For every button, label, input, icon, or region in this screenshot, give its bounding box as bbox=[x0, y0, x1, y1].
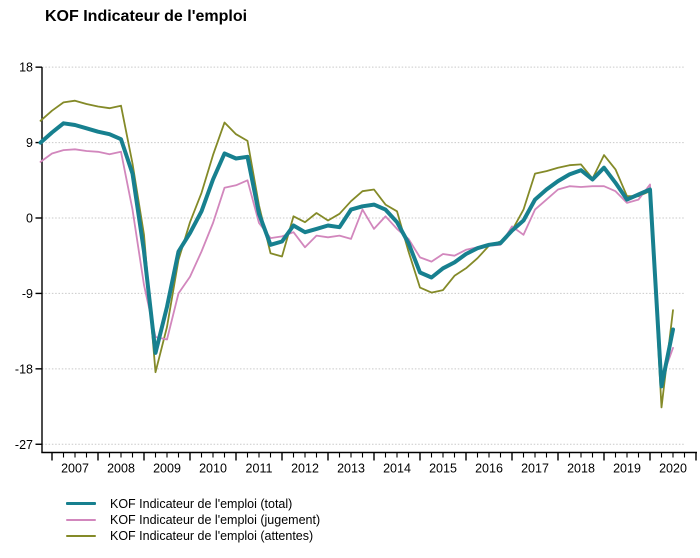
svg-text:2015: 2015 bbox=[429, 462, 457, 476]
legend-swatch-jugement bbox=[66, 518, 96, 521]
svg-text:-18: -18 bbox=[15, 362, 33, 376]
legend-label-total: KOF Indicateur de l'emploi (total) bbox=[110, 496, 293, 511]
legend-item-total: KOF Indicateur de l'emploi (total) bbox=[66, 496, 320, 511]
svg-text:2010: 2010 bbox=[199, 462, 227, 476]
svg-text:2009: 2009 bbox=[153, 462, 181, 476]
svg-text:18: 18 bbox=[19, 61, 33, 75]
legend-swatch-attentes bbox=[66, 534, 96, 537]
svg-text:2008: 2008 bbox=[107, 462, 135, 476]
svg-text:2019: 2019 bbox=[613, 462, 641, 476]
svg-text:9: 9 bbox=[26, 136, 33, 150]
svg-text:2014: 2014 bbox=[383, 462, 411, 476]
svg-text:2020: 2020 bbox=[659, 462, 687, 476]
line-chart-plot: 18 9 0 -9 -18 -27 2007 2008 2009 2010 2011 2012 2013… bbox=[15, 61, 697, 476]
legend-label-attentes: KOF Indicateur de l'emploi (attentes) bbox=[110, 528, 314, 543]
svg-text:2012: 2012 bbox=[291, 462, 319, 476]
series-line-1 bbox=[39, 148, 674, 381]
legend-item-jugement: KOF Indicateur de l'emploi (jugement) bbox=[66, 512, 321, 527]
legend-swatch-total bbox=[66, 501, 96, 506]
svg-text:2013: 2013 bbox=[337, 462, 365, 476]
legend-label-jugement: KOF Indicateur de l'emploi (jugement) bbox=[110, 512, 321, 527]
svg-text:2018: 2018 bbox=[567, 462, 595, 476]
legend-item-attentes: KOF Indicateur de l'emploi (attentes) bbox=[66, 528, 320, 543]
svg-text:2016: 2016 bbox=[475, 462, 503, 476]
svg-text:2007: 2007 bbox=[61, 462, 89, 476]
svg-text:0: 0 bbox=[26, 212, 33, 226]
series-line-2 bbox=[39, 99, 674, 409]
series-line-0 bbox=[38, 121, 675, 389]
svg-text:-27: -27 bbox=[15, 438, 33, 452]
svg-text:2011: 2011 bbox=[246, 462, 273, 476]
chart-title: KOF Indicateur de l'emploi bbox=[45, 8, 248, 25]
chart-legend: KOF Indicateur de l'emploi (total) KOF I… bbox=[66, 496, 321, 543]
svg-text:-9: -9 bbox=[22, 287, 33, 301]
svg-text:2017: 2017 bbox=[521, 462, 549, 476]
